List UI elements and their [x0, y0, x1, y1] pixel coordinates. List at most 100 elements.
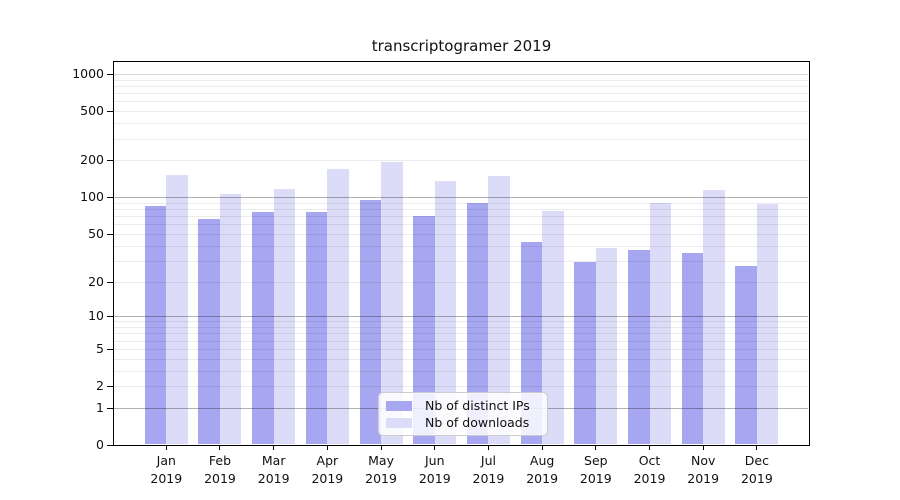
y-tick-label-500: 500	[80, 103, 104, 119]
gridline-100	[114, 197, 808, 199]
bar-downloads-nov	[703, 190, 725, 444]
bar-ips-feb	[198, 219, 220, 444]
x-tick-year: 2019	[150, 470, 183, 486]
y-tick-label-0: 0	[96, 437, 104, 452]
y-tick-mark-5	[107, 349, 113, 350]
gridline-60	[114, 224, 808, 226]
legend-label: Nb of distinct IPs	[425, 398, 530, 413]
bar-downloads-mar	[273, 188, 296, 444]
x-tick-mark-jan	[165, 445, 167, 450]
y-tick-mark-50	[107, 234, 113, 235]
gridline-800	[114, 86, 808, 87]
x-tick-mark-oct	[649, 445, 650, 450]
gridline-200	[114, 160, 808, 162]
bar-downloads-sep	[595, 248, 618, 444]
gridline-700	[114, 93, 808, 95]
x-tick-month: Mar	[261, 453, 286, 468]
y-tick-mark-20	[107, 282, 113, 283]
x-tick-year: 2019	[526, 470, 559, 486]
legend-swatch-distinct-ips	[386, 400, 412, 411]
x-tick-month: Sep	[584, 453, 608, 468]
x-tick-mark-aug	[541, 445, 543, 450]
bar-downloads-aug	[542, 211, 564, 444]
bar-downloads-jul	[488, 176, 510, 444]
gridline-5	[114, 348, 808, 350]
bar-downloads-feb	[219, 193, 242, 444]
bar-ips-sep	[574, 262, 596, 444]
x-tick-month: Feb	[208, 453, 232, 468]
gridline-3	[114, 370, 808, 372]
x-tick-mark-apr	[326, 445, 328, 450]
x-tick-label-oct: Oct 2019	[622, 452, 678, 487]
x-tick-mark-feb	[219, 445, 221, 450]
x-tick-year: 2019	[579, 470, 612, 486]
gridline-900	[114, 79, 808, 81]
x-tick-mark-jul	[487, 445, 489, 450]
gridline-4	[114, 358, 808, 360]
x-tick-month: Dec	[744, 453, 769, 468]
gridline-7	[114, 333, 808, 335]
x-tick-year: 2019	[687, 470, 720, 486]
bar-ips-jun	[413, 216, 435, 444]
x-tick-year: 2019	[418, 470, 451, 486]
x-tick-month: Aug	[529, 453, 555, 468]
y-tick-mark-0	[107, 445, 113, 446]
x-tick-label-feb: Feb 2019	[192, 452, 248, 487]
x-tick-month: Jun	[424, 453, 445, 468]
gridline-80	[114, 209, 808, 210]
bar-ips-may	[359, 199, 382, 444]
bar-ips-mar	[252, 211, 274, 444]
x-tick-year: 2019	[257, 470, 290, 486]
y-tick-label-200: 200	[80, 152, 104, 168]
bar-ips-jan	[144, 205, 167, 444]
bar-ips-oct	[628, 249, 650, 444]
x-tick-mark-dec	[756, 445, 758, 450]
x-tick-mark-may	[380, 445, 382, 450]
gridline-6	[114, 340, 808, 342]
legend-item: Nb of distinct IPs	[386, 398, 539, 413]
y-tick-label-50: 50	[88, 225, 104, 241]
x-tick-label-nov: Nov 2019	[675, 452, 731, 487]
x-tick-label-may: May 2019	[353, 452, 409, 487]
legend: Nb of distinct IPs Nb of downloads	[378, 392, 548, 436]
x-tick-label-jan: Jan 2019	[138, 452, 194, 487]
x-tick-month: Jan	[156, 453, 176, 468]
x-tick-month: Apr	[316, 453, 339, 468]
y-tick-mark-1	[107, 408, 113, 409]
gridline-10	[114, 316, 808, 318]
x-tick-month: Jul	[480, 453, 496, 468]
y-tick-mark-200	[107, 160, 113, 161]
legend-item: Nb of downloads	[386, 415, 539, 430]
y-tick-mark-2	[107, 386, 113, 387]
bar-ips-apr	[305, 212, 328, 444]
y-tick-mark-1000	[107, 74, 113, 75]
bar-downloads-jan	[166, 174, 188, 444]
gridline-400	[114, 123, 808, 125]
bar-downloads-apr	[327, 168, 349, 444]
x-tick-year: 2019	[472, 470, 505, 486]
y-tick-label-1: 1	[96, 399, 104, 415]
x-tick-year: 2019	[204, 470, 236, 486]
gridline-2	[114, 386, 808, 387]
x-tick-mark-mar	[273, 445, 275, 450]
y-tick-label-1000: 1000	[72, 66, 104, 81]
gridline-90	[114, 202, 808, 204]
y-tick-mark-500	[107, 111, 113, 112]
y-tick-label-2: 2	[96, 378, 104, 393]
x-tick-mark-jun	[434, 445, 436, 450]
y-tick-label-100: 100	[80, 189, 104, 205]
x-tick-label-aug: Aug 2019	[514, 452, 570, 487]
x-tick-label-dec: Dec 2019	[729, 452, 785, 487]
x-tick-label-sep: Sep 2019	[568, 452, 624, 487]
gridline-70	[114, 216, 808, 218]
bar-downloads-oct	[649, 203, 671, 444]
bar-ips-nov	[681, 252, 704, 444]
chart-title: transcriptogramer 2019	[371, 37, 552, 55]
y-tick-label-5: 5	[96, 340, 104, 356]
gridline-1000	[114, 74, 808, 75]
x-tick-mark-nov	[702, 445, 704, 450]
gridline-20	[114, 281, 808, 283]
y-tick-mark-100	[107, 197, 113, 198]
x-tick-year: 2019	[311, 470, 344, 486]
